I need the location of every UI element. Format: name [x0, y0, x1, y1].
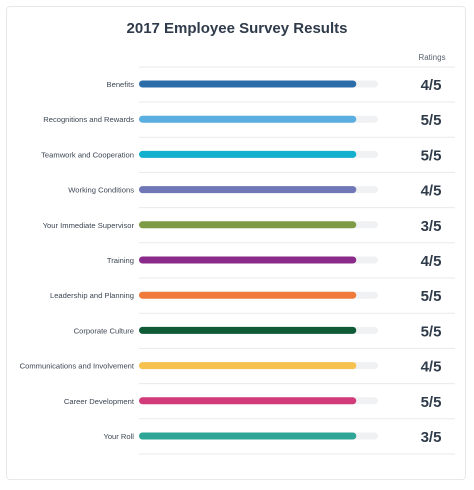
bar [139, 291, 357, 299]
bar [139, 186, 357, 194]
rating-value: 4/5 [421, 253, 442, 270]
category-label: Teamwork and Cooperation [41, 150, 134, 159]
bar [139, 362, 357, 370]
category-label: Recognitions and Rewards [43, 115, 134, 124]
chart-title: 2017 Employee Survey Results [126, 20, 348, 37]
category-label: Communications and Involvement [20, 362, 135, 371]
rating-value: 4/5 [421, 359, 442, 376]
rating-value: 4/5 [421, 77, 442, 94]
bar [139, 80, 357, 88]
bar [139, 115, 357, 123]
bar [139, 397, 357, 405]
category-label: Working Conditions [68, 186, 134, 195]
rating-value: 3/5 [421, 429, 442, 446]
rating-value: 5/5 [421, 288, 442, 305]
category-label: Career Development [64, 397, 135, 406]
ratings-column-header: Ratings [418, 53, 446, 62]
rating-value: 5/5 [421, 323, 442, 340]
category-label: Your Roll [103, 432, 134, 441]
category-label: Corporate Culture [74, 326, 134, 335]
rating-value: 3/5 [421, 218, 442, 235]
rating-value: 4/5 [421, 183, 442, 200]
bar [139, 256, 357, 264]
bar [139, 326, 357, 334]
category-label: Training [107, 256, 134, 265]
category-label: Leadership and Planning [50, 291, 134, 300]
rating-value: 5/5 [421, 147, 442, 164]
rating-value: 5/5 [421, 112, 442, 129]
rating-value: 5/5 [421, 394, 442, 411]
bar [139, 150, 357, 158]
bar [139, 221, 357, 229]
category-label: Benefits [107, 80, 135, 89]
category-label: Your Immediate Supervisor [43, 221, 135, 230]
bar [139, 432, 357, 440]
